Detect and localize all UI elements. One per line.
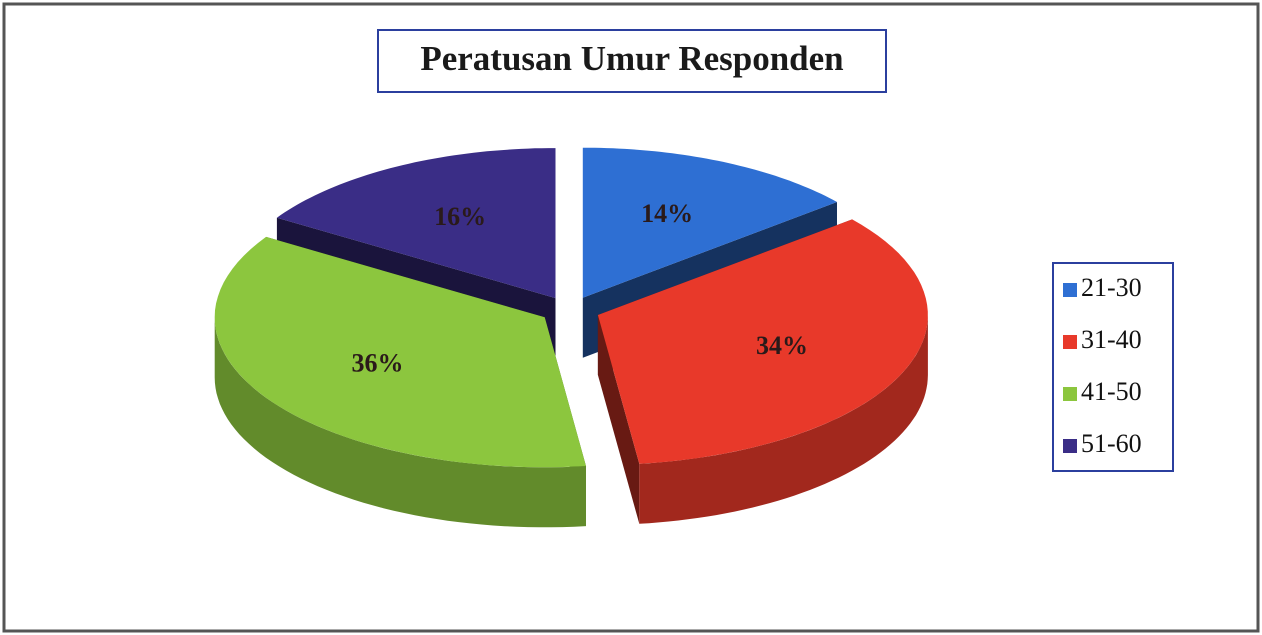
legend-label: 41-50: [1081, 377, 1142, 406]
legend-swatch: [1063, 335, 1077, 349]
chart-title: Peratusan Umur Responden: [420, 39, 843, 78]
title-box: [377, 29, 887, 93]
slice-wall: [639, 315, 928, 524]
data-label: 16%: [434, 202, 486, 231]
slice-wall: [214, 317, 586, 528]
legend-swatch: [1063, 439, 1077, 453]
data-label: 34%: [756, 331, 808, 360]
legend-swatch: [1063, 387, 1077, 401]
legend-label: 21-30: [1081, 273, 1142, 302]
data-label: 36%: [351, 348, 403, 377]
legend-swatch: [1063, 283, 1077, 297]
data-label: 14%: [641, 199, 693, 228]
legend-box: [1052, 262, 1174, 472]
slice: [582, 147, 837, 298]
slice-side: [597, 315, 640, 524]
slice: [276, 148, 556, 299]
slice: [597, 219, 928, 464]
slice: [214, 236, 586, 468]
legend-label: 31-40: [1081, 325, 1142, 354]
legend-label: 51-60: [1081, 429, 1142, 458]
